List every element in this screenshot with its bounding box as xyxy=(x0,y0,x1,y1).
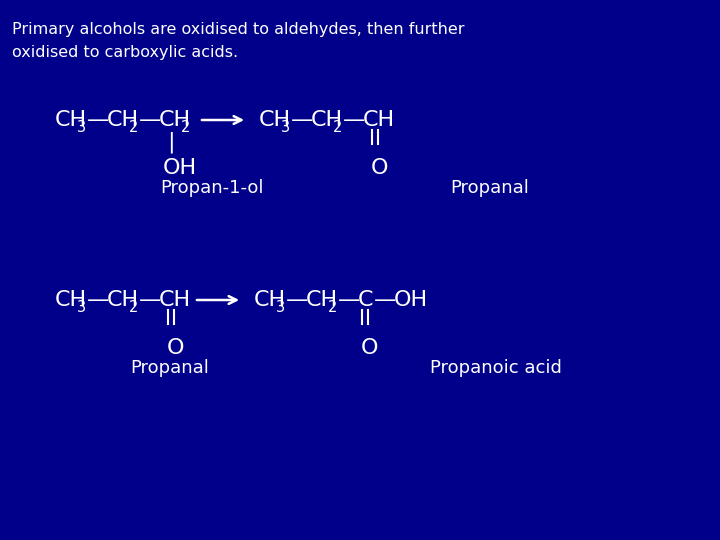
Text: CH: CH xyxy=(306,290,338,310)
Text: O: O xyxy=(167,338,184,358)
Text: |: | xyxy=(167,131,175,153)
Text: CH: CH xyxy=(159,110,191,130)
Text: C: C xyxy=(358,290,374,310)
Text: O: O xyxy=(371,158,389,178)
Text: OH: OH xyxy=(163,158,197,178)
Text: —: — xyxy=(291,110,313,130)
Text: Propanal: Propanal xyxy=(450,179,529,197)
Text: CH: CH xyxy=(259,110,291,130)
Text: CH: CH xyxy=(159,290,191,310)
Text: CH: CH xyxy=(363,110,395,130)
Text: Primary alcohols are oxidised to aldehydes, then further: Primary alcohols are oxidised to aldehyd… xyxy=(12,22,464,37)
Text: CH: CH xyxy=(55,110,87,130)
Text: —: — xyxy=(343,110,365,130)
Text: —: — xyxy=(338,290,361,310)
Text: Propanoic acid: Propanoic acid xyxy=(430,359,562,377)
Text: 2: 2 xyxy=(129,300,138,315)
Text: —: — xyxy=(87,290,109,310)
Text: 3: 3 xyxy=(77,120,86,136)
Text: 2: 2 xyxy=(333,120,343,136)
Text: O: O xyxy=(361,338,379,358)
Text: CH: CH xyxy=(107,110,139,130)
Text: —: — xyxy=(139,290,161,310)
Text: 3: 3 xyxy=(281,120,290,136)
Text: CH: CH xyxy=(254,290,286,310)
Text: 3: 3 xyxy=(276,300,285,315)
Text: OH: OH xyxy=(394,290,428,310)
Text: 2: 2 xyxy=(328,300,338,315)
Text: Propanal: Propanal xyxy=(130,359,209,377)
Text: 2: 2 xyxy=(181,120,190,136)
Text: —: — xyxy=(286,290,308,310)
Text: CH: CH xyxy=(55,290,87,310)
Text: —: — xyxy=(87,110,109,130)
Text: CH: CH xyxy=(311,110,343,130)
Text: 2: 2 xyxy=(129,120,138,136)
Text: Propan-1-ol: Propan-1-ol xyxy=(160,179,264,197)
Text: CH: CH xyxy=(107,290,139,310)
Text: —: — xyxy=(139,110,161,130)
Text: —: — xyxy=(374,290,397,310)
Text: oxidised to carboxylic acids.: oxidised to carboxylic acids. xyxy=(12,45,238,60)
Text: 3: 3 xyxy=(77,300,86,315)
